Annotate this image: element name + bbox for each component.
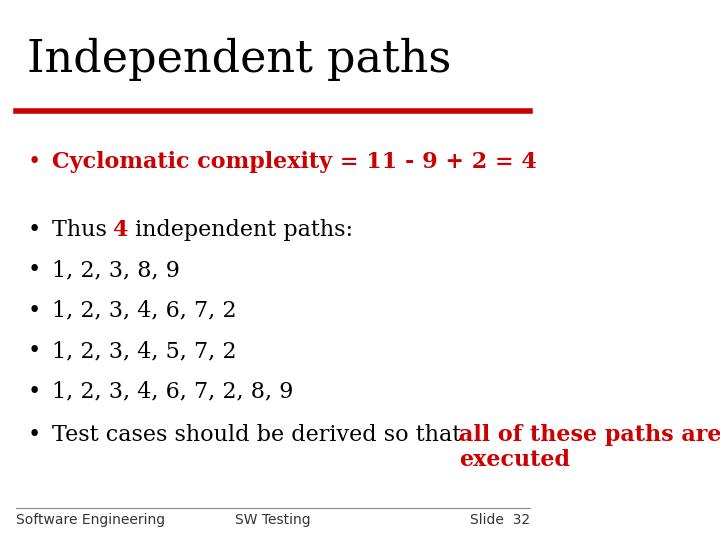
Text: •: •: [27, 381, 40, 403]
Text: Slide  32: Slide 32: [469, 513, 530, 527]
Text: SW Testing: SW Testing: [235, 513, 311, 527]
Text: 1, 2, 3, 4, 5, 7, 2: 1, 2, 3, 4, 5, 7, 2: [52, 340, 236, 362]
Text: 1, 2, 3, 4, 6, 7, 2: 1, 2, 3, 4, 6, 7, 2: [52, 300, 236, 322]
Text: •: •: [27, 151, 40, 173]
Text: Thus: Thus: [52, 219, 114, 241]
Text: •: •: [27, 300, 40, 322]
Text: •: •: [27, 219, 40, 241]
Text: •: •: [27, 340, 40, 362]
Text: independent paths:: independent paths:: [127, 219, 353, 241]
Text: all of these paths are
executed: all of these paths are executed: [459, 424, 720, 471]
Text: •: •: [27, 259, 40, 281]
Text: Software Engineering: Software Engineering: [17, 513, 166, 527]
Text: Test cases should be derived so that: Test cases should be derived so that: [52, 424, 468, 446]
Text: •: •: [27, 424, 40, 446]
Text: 1, 2, 3, 8, 9: 1, 2, 3, 8, 9: [52, 259, 180, 281]
Text: 4: 4: [112, 219, 128, 241]
Text: 1, 2, 3, 4, 6, 7, 2, 8, 9: 1, 2, 3, 4, 6, 7, 2, 8, 9: [52, 381, 293, 403]
Text: Cyclomatic complexity = 11 - 9 + 2 = 4: Cyclomatic complexity = 11 - 9 + 2 = 4: [52, 151, 536, 173]
Text: Independent paths: Independent paths: [27, 38, 451, 81]
